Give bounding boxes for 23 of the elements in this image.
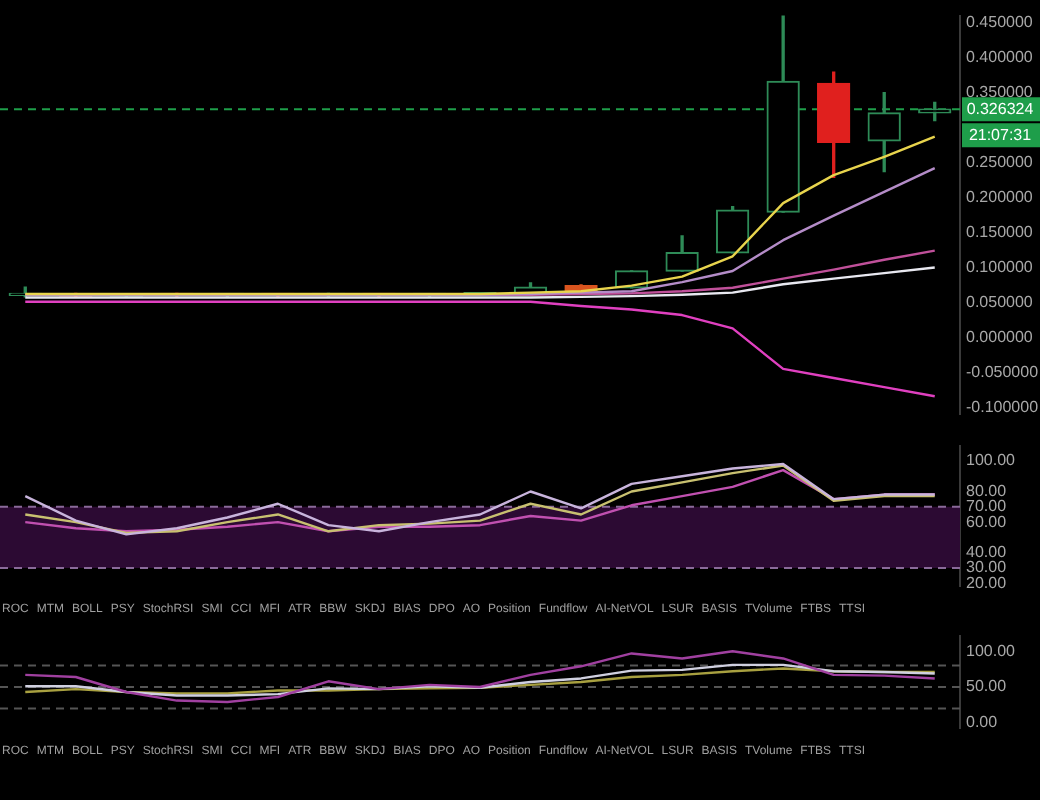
y-tick-label: 0.450000 <box>966 13 1034 31</box>
y-tick-label: 70.00 <box>966 497 1008 516</box>
y-tick-label: 50.00 <box>966 677 1008 696</box>
y-tick-label: 100.00 <box>966 451 1017 470</box>
y-tick-label: 0.250000 <box>966 152 1034 171</box>
y-tick-label: 40.00 <box>966 543 1008 562</box>
y-tick-label: 0.200000 <box>966 187 1034 206</box>
y-tick-label: -0.100000 <box>966 397 1040 416</box>
text: 21:07:31 <box>968 125 1033 144</box>
y-tick-label: 30.00 <box>966 558 1008 577</box>
y-tick-label: 0.100000 <box>966 257 1034 276</box>
y-tick-label: 0.150000 <box>966 222 1034 241</box>
y-tick-label: 20.00 <box>966 573 1008 592</box>
y-tick-label: 0.400000 <box>966 47 1034 66</box>
y-tick-label: 0.050000 <box>966 292 1034 311</box>
y-tick-label: 80.00 <box>966 481 1008 500</box>
y-tick-label: -0.050000 <box>966 362 1040 381</box>
ref-line-label: 0.326324 <box>966 99 1035 118</box>
y-tick-label: 0.00 <box>966 713 999 732</box>
y-tick-label: 0.350000 <box>966 82 1034 101</box>
y-tick-label: 60.00 <box>966 512 1008 531</box>
y-tick-label: 0.000000 <box>966 327 1034 346</box>
y-tick-label: 100.00 <box>966 641 1017 660</box>
